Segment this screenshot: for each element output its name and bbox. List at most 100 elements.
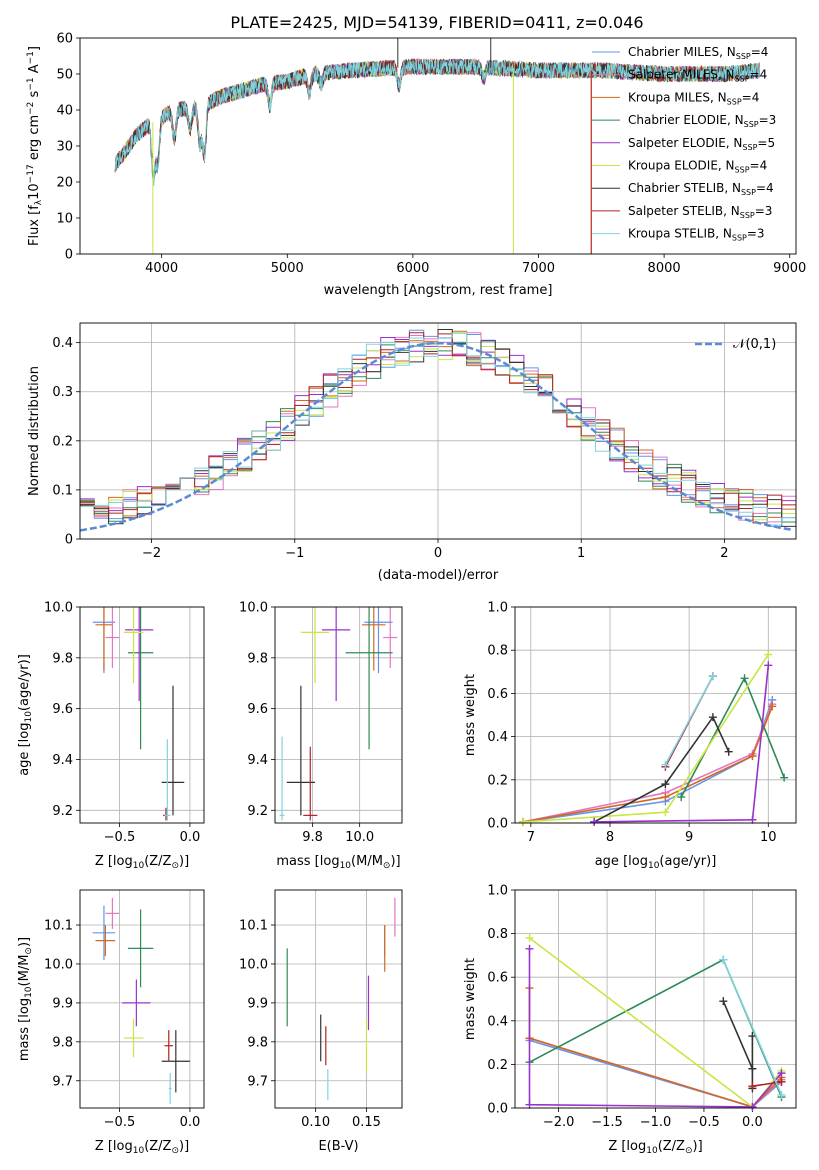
weight-marker [777,1069,786,1078]
y-tick-label: 9.2 [52,804,73,819]
axes-frame [274,889,403,1109]
weight-marker [740,674,749,683]
weight-marker [661,760,670,769]
y-axis-label: age [log10(age/yr)] [17,654,34,776]
legend-label: 𝒩(0,1) [733,337,776,352]
legend-label: Chabrier STELIB, NSSP=4 [628,181,774,197]
legend-label: Salpeter MILES, NSSP=4 [628,68,767,84]
y-tick-label: 0.4 [487,730,508,745]
errorbar-panel: −0.5 0.0 9.2 9.4 9.6 9.8 10.0 Z [log10(Z/Z⊙)] ag… [17,601,205,871]
x-tick-label: 10.0 [345,830,374,845]
x-tick-label: 0.0 [180,1115,201,1130]
y-tick-label: 0.8 [487,644,508,659]
x-tick-label: 9.8 [302,830,323,845]
x-tick-label: 0.15 [352,1115,381,1130]
axes-frame [79,606,205,824]
x-axis-label: mass [log10(M/M⊙)] [276,854,400,871]
x-tick-label: 5000 [271,261,304,276]
y-tick-label: 0.6 [487,687,508,702]
x-tick-label: 10 [760,830,777,845]
axes-frame [514,889,797,1109]
y-tick-label: 60 [56,32,73,47]
y-tick-label: 10.1 [239,919,268,934]
errorbar-panel: 0.10 0.15 9.7 9.8 9.9 10.0 10.1 E(B-V) [239,889,403,1154]
legend-label: Chabrier ELODIE, NSSP=3 [628,113,776,129]
x-axis-label: Z [log10(Z/Z⊙)] [95,1139,189,1156]
weight-line [522,706,774,823]
x-axis-label: (data-model)/error [378,568,499,583]
x-tick-label: −1.0 [640,1115,672,1130]
weight-line [722,959,783,1096]
y-tick-label: 9.8 [52,1035,73,1050]
weight-marker [661,793,670,802]
y-tick-label: 10.0 [44,957,73,972]
x-tick-label: 1 [577,546,585,561]
x-tick-label: 7000 [522,261,555,276]
y-tick-label: 0.2 [52,434,73,449]
x-tick-label: 4000 [145,261,178,276]
y-tick-label: 30 [56,140,73,155]
x-tick-label: 8 [606,830,614,845]
x-axis-label: Z [log10(Z/Z⊙)] [608,1139,702,1156]
y-tick-label: 0.3 [52,385,73,400]
weight-line [722,1000,754,1089]
weight-marker [777,1090,786,1099]
x-tick-label: −1 [285,546,304,561]
y-tick-label: 1.0 [487,884,508,899]
y-tick-label: 10.0 [239,957,268,972]
y-tick-label: 9.8 [247,1035,268,1050]
legend-label: Kroupa ELODIE, NSSP=4 [628,159,767,175]
x-tick-label: 0.10 [301,1115,330,1130]
weight-marker [780,773,789,782]
y-tick-label: 9.6 [52,702,73,717]
x-tick-label: 2 [720,546,728,561]
x-axis-label: wavelength [Angstrom, rest frame] [324,283,553,298]
normal-curve [80,341,794,532]
axes-frame [514,606,797,824]
y-tick-label: 9.7 [247,1074,268,1089]
x-axis-label: Z [log10(Z/Z⊙)] [95,854,189,871]
histogram-panel: −2 −1 0 1 2 0 0.1 0.2 0.3 0.4 (data-model)/error No… [27,322,797,583]
y-tick-label: 10.1 [44,919,73,934]
x-tick-label: 7 [527,830,535,845]
weight-marker [768,702,777,711]
y-tick-label: 0 [65,533,73,548]
y-tick-label: 9.7 [52,1074,73,1089]
figure-title: PLATE=2425, MJD=54139, FIBERID=0411, z=0… [230,13,643,32]
weight-marker [661,780,670,789]
axes-frame [274,606,403,824]
weight-marker [719,955,728,964]
weight-line [528,948,783,1108]
y-axis-label: mass weight [463,958,478,1040]
y-tick-label: 0.8 [487,927,508,942]
axes-frame [79,889,205,1109]
legend-label: Chabrier MILES, NSSP=4 [628,45,768,61]
y-tick-label: 0 [65,248,73,263]
weight-marker [748,1082,757,1091]
weight-marker [525,1100,534,1109]
x-tick-label: 6000 [396,261,429,276]
y-tick-label: 1.0 [487,601,508,616]
weight-marker [708,672,717,681]
legend-label: Salpeter STELIB, NSSP=3 [628,204,772,220]
y-tick-label: 20 [56,176,73,191]
y-tick-label: 0.0 [487,1102,508,1117]
weight-marker [748,1032,757,1041]
y-tick-label: 0.2 [487,773,508,788]
y-tick-label: 10.0 [44,601,73,616]
y-axis-label: mass weight [463,674,478,756]
legend: Chabrier MILES, NSSP=4 Salpeter MILES, NS… [592,45,776,243]
weight-marker [748,815,757,824]
y-tick-label: 0.4 [52,336,73,351]
y-tick-label: 9.2 [247,804,268,819]
y-tick-label: 0.2 [487,1058,508,1073]
x-tick-label: −2.0 [543,1115,575,1130]
weight-marker [661,808,670,817]
x-tick-label: 0 [434,546,442,561]
weight-marker [708,713,717,722]
x-tick-label: −1.5 [591,1115,623,1130]
y-tick-label: 9.4 [247,753,268,768]
y-tick-label: 9.9 [247,996,268,1011]
weight-line [593,715,730,823]
x-axis-label: E(B-V) [318,1139,358,1154]
